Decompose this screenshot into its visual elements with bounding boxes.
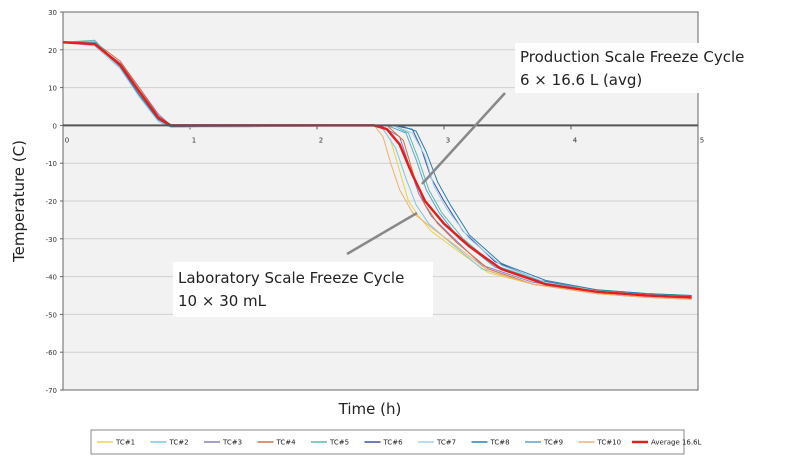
y-tick-label: 20	[48, 47, 57, 55]
x-axis-title: Time (h)	[338, 400, 402, 418]
series-line-8	[63, 41, 692, 296]
legend-label: TC#4	[276, 439, 297, 447]
y-tick-label: -10	[46, 160, 57, 168]
x-tick-label: 0	[65, 136, 69, 144]
legend-label: TC#3	[222, 439, 242, 447]
production-annotation-line2: 6 × 16.6 L (avg)	[520, 71, 642, 89]
laboratory-arrow	[346, 211, 418, 256]
y-tick-label: -60	[46, 349, 57, 357]
legend-label: TC#6	[383, 439, 404, 447]
y-axis-title: Temperature (C)	[10, 140, 28, 263]
series-line-7	[62, 41, 692, 296]
laboratory-annotation-bg	[173, 262, 433, 317]
x-tick-label: 1	[192, 136, 196, 144]
legend-label: TC#1	[115, 439, 135, 447]
legend: TC#1 TC#2 TC#3 TC#4 TC#5 TC#6 TC#7 TC#8 TC#9 TC#1…	[97, 439, 702, 447]
x-tick-label: 2	[319, 136, 323, 144]
production-annotation-line1: Production Scale Freeze Cycle	[520, 48, 744, 66]
x-tick-label: 5	[700, 136, 704, 144]
legend-label: Average 16.6L	[651, 439, 702, 447]
y-tick-label: -40	[46, 274, 57, 282]
laboratory-annotation-line1: Laboratory Scale Freeze Cycle	[178, 269, 404, 287]
plot-border	[62, 11, 699, 391]
production-annotation-bg	[515, 43, 780, 93]
y-tick-label: -30	[46, 236, 57, 244]
y-tick-label: -70	[46, 387, 57, 395]
y-tick-label: 30	[48, 9, 57, 17]
y-tick-labels: 30 20 10 0 -10 -20 -30 -40 -50 -60 -70	[46, 9, 63, 395]
y-tick-label: 0	[53, 122, 57, 130]
series-lines	[62, 39, 692, 300]
y-tick-label: -20	[46, 198, 57, 206]
legend-label: TC#5	[329, 439, 349, 447]
x-tick-label: 4	[573, 136, 578, 144]
series-line-11	[62, 40, 692, 299]
legend-label: TC#2	[169, 439, 189, 447]
x-tick-label: 3	[446, 136, 450, 144]
laboratory-annotation-line2: 10 × 30 mL	[178, 292, 267, 310]
y-tick-label: -50	[46, 311, 57, 319]
y-tick-label: 10	[48, 85, 57, 93]
legend-label: TC#10	[597, 439, 622, 447]
legend-label: TC#9	[543, 439, 563, 447]
production-arrow	[421, 92, 506, 185]
legend-label: TC#7	[436, 439, 456, 447]
legend-label: TC#8	[490, 439, 510, 447]
